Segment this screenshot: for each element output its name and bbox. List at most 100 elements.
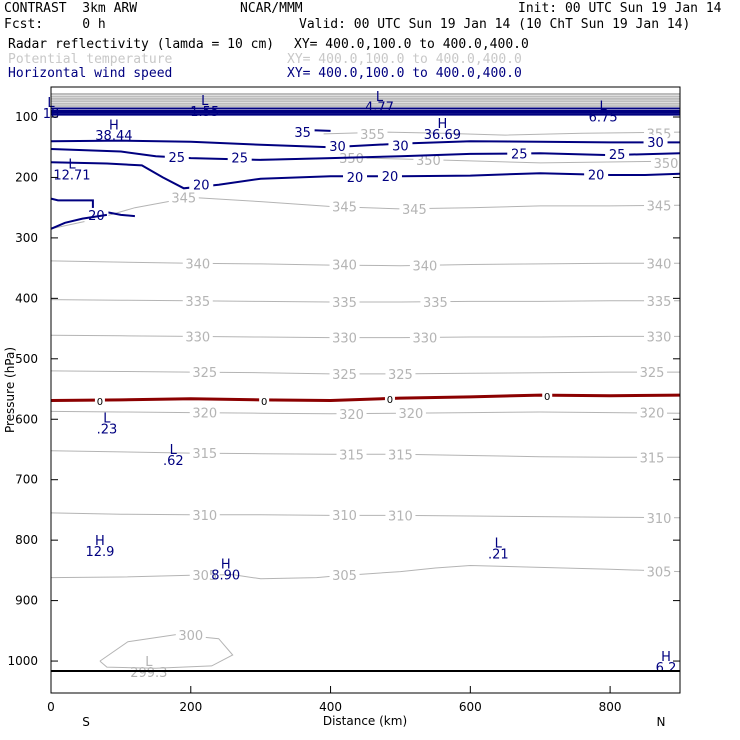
- wind-label: 25: [511, 147, 528, 162]
- wind-label-bg: [343, 169, 368, 184]
- theta-label-bg: [189, 446, 220, 461]
- extremum-value: 12.71: [53, 168, 90, 183]
- theta-label-bg: [399, 201, 430, 216]
- theta-label-bg: [329, 366, 360, 381]
- y-tick-label: 100: [15, 110, 38, 124]
- theta-label-bg: [329, 507, 360, 522]
- wind-label-bg: [189, 177, 214, 192]
- y-tick-label: 400: [15, 291, 38, 305]
- theta-label: 335: [185, 295, 210, 310]
- theta-label-bg: [644, 256, 675, 271]
- y-tick-label: 700: [15, 473, 38, 487]
- theta-label-bg: [182, 293, 213, 308]
- wind-contour-20: [50, 197, 135, 218]
- theta-label: 345: [171, 191, 196, 206]
- wind-label: 30: [329, 140, 346, 155]
- theta-label-bg: [329, 257, 360, 272]
- theta-label: 315: [388, 448, 413, 463]
- x-tick-label: 200: [179, 700, 202, 714]
- extremum-kind: L: [170, 443, 178, 458]
- theta-label-bg: [644, 198, 675, 213]
- theta-label: 330: [647, 330, 672, 345]
- x-tick-label: 0: [47, 700, 55, 714]
- theta-contours: 345 345 345 345 340 340 340 340 335 335 335 335 330 3…: [50, 126, 682, 669]
- extremum-value: 12.9: [85, 545, 114, 560]
- wind-label: 30: [647, 136, 664, 151]
- wind-label-bg: [227, 150, 252, 165]
- wind-label-bg: [605, 146, 630, 161]
- wind-contour-20: [50, 213, 108, 230]
- extremum-kind: L: [145, 655, 153, 670]
- theta-label: 335: [423, 296, 448, 311]
- wind-label-bg: [377, 169, 402, 184]
- extremum-value: .62: [163, 454, 184, 469]
- theta-label: 325: [192, 366, 217, 381]
- theta-label-bg: [189, 405, 220, 420]
- theta-label-bg: [637, 365, 668, 380]
- x-tick-label: 400: [319, 700, 342, 714]
- theta-label: 310: [332, 509, 357, 524]
- reflectivity-contours: 0 0 0 0: [50, 390, 681, 408]
- theta-label-bg: [329, 330, 360, 345]
- field-theta-xy: XY= 400.0,100.0 to 400.0,400.0: [287, 52, 522, 67]
- theta-label-bg: [329, 568, 360, 583]
- theta-label-bg: [168, 190, 199, 205]
- wind-label: 30: [392, 139, 409, 154]
- theta-label: 335: [647, 295, 672, 310]
- wind-contour-30: [50, 139, 680, 149]
- theta-label: 350: [339, 152, 364, 167]
- x-end-south: S: [82, 715, 90, 729]
- y-tick-label: 500: [15, 352, 38, 366]
- reflectivity-label: 0: [387, 395, 393, 406]
- wind-label: 20: [588, 168, 605, 183]
- x-tick-label: 600: [459, 700, 482, 714]
- theta-label: 350: [416, 154, 441, 169]
- extremum-kind: H: [661, 650, 671, 665]
- model-title: CONTRAST 3km ARW: [4, 1, 138, 16]
- extremum-value: 299.3: [130, 666, 167, 681]
- y-tick-label: 800: [15, 533, 38, 547]
- field-wind-xy: XY= 400.0,100.0 to 400.0,400.0: [287, 66, 522, 81]
- theta-label: 325: [388, 368, 413, 383]
- theta-label: 310: [388, 509, 413, 524]
- theta-label-bg: [182, 256, 213, 271]
- extremum-value: 6.75: [589, 110, 618, 125]
- reflectivity-label: 0: [261, 397, 267, 408]
- center-title: NCAR/MMM: [240, 1, 303, 16]
- theta-label-bg: [329, 294, 360, 309]
- wind-label-bg: [507, 146, 532, 161]
- y-tick-label: 600: [15, 412, 38, 426]
- theta-label: 320: [399, 407, 424, 422]
- theta-label: 310: [647, 512, 672, 527]
- theta-contour-330: [50, 334, 680, 339]
- theta-label-bg: [420, 294, 451, 309]
- wind-label-bg: [388, 138, 413, 153]
- theta-label: 340: [647, 257, 672, 272]
- reflectivity-label-bg: [259, 394, 270, 405]
- field-reflectivity-xy: XY= 400.0,100.0 to 400.0,400.0: [294, 37, 529, 52]
- wind-label: 35: [294, 126, 311, 141]
- wind-label: 25: [169, 151, 186, 166]
- y-tick-label: 900: [15, 594, 38, 608]
- extremum-kind: L: [376, 90, 384, 105]
- wind-label-bg: [325, 139, 350, 154]
- plot-frame: [50, 86, 681, 694]
- theta-label: 335: [332, 296, 357, 311]
- theta-label: 330: [412, 332, 437, 347]
- wind-label-bg: [584, 167, 609, 182]
- wind-label: 20: [193, 179, 210, 194]
- theta-label-bg: [182, 329, 213, 344]
- theta-label-bg: [189, 568, 220, 583]
- theta-label-bg: [189, 365, 220, 380]
- wind-label-bg: [643, 134, 668, 149]
- theta-label: 350: [654, 157, 679, 172]
- x-end-north: N: [657, 715, 666, 729]
- theta-label-bg: [336, 406, 367, 421]
- init-time: Init: 00 UTC Sun 19 Jan 14: [518, 1, 722, 16]
- theta-label-bg: [385, 366, 416, 381]
- wind-label-bg: [84, 207, 109, 222]
- extremum-value: 6.2: [656, 661, 677, 676]
- theta-contour-340: [50, 260, 680, 267]
- theta-label-bg: [644, 564, 675, 579]
- extremum-value: .21: [488, 547, 509, 562]
